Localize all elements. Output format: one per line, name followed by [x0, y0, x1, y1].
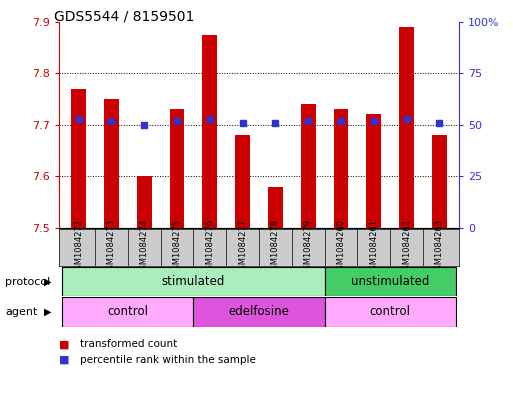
Text: GSM1084276: GSM1084276	[205, 219, 214, 275]
Bar	[432, 135, 447, 228]
Text: ■: ■	[59, 355, 69, 365]
Text: GSM1084277: GSM1084277	[238, 219, 247, 275]
Text: ■: ■	[59, 339, 69, 349]
Text: ▶: ▶	[44, 307, 51, 317]
Text: GSM1084279: GSM1084279	[304, 219, 313, 275]
Bar	[268, 187, 283, 228]
Text: GDS5544 / 8159501: GDS5544 / 8159501	[54, 10, 194, 24]
Text: percentile rank within the sample: percentile rank within the sample	[80, 355, 255, 365]
Text: ▶: ▶	[44, 277, 51, 286]
Text: protocol: protocol	[5, 277, 50, 286]
Text: control: control	[370, 305, 411, 318]
Bar	[71, 89, 86, 228]
Text: GSM1084261: GSM1084261	[369, 219, 379, 275]
Bar	[399, 27, 414, 228]
Text: GSM1084273: GSM1084273	[107, 219, 116, 275]
Bar	[203, 35, 217, 228]
Bar	[366, 114, 381, 228]
Bar	[235, 135, 250, 228]
Text: agent: agent	[5, 307, 37, 317]
Bar	[170, 109, 185, 228]
Bar	[193, 297, 325, 327]
Text: unstimulated: unstimulated	[351, 275, 429, 288]
Bar	[333, 109, 348, 228]
Text: GSM1084272: GSM1084272	[74, 219, 83, 275]
Text: GSM1084278: GSM1084278	[271, 219, 280, 275]
Text: GSM1084274: GSM1084274	[140, 219, 149, 275]
Text: control: control	[107, 305, 148, 318]
Bar	[62, 267, 325, 296]
Text: stimulated: stimulated	[162, 275, 225, 288]
Text: GSM1084275: GSM1084275	[172, 219, 182, 275]
Text: GSM1084260: GSM1084260	[337, 219, 346, 275]
Text: GSM1084262: GSM1084262	[402, 219, 411, 275]
Bar	[325, 267, 456, 296]
Text: GSM1084263: GSM1084263	[435, 219, 444, 275]
Text: transformed count: transformed count	[80, 339, 177, 349]
Bar	[137, 176, 152, 228]
Text: edelfosine: edelfosine	[229, 305, 289, 318]
Bar	[325, 297, 456, 327]
Bar	[104, 99, 119, 228]
Bar	[62, 297, 193, 327]
Bar	[301, 104, 315, 228]
